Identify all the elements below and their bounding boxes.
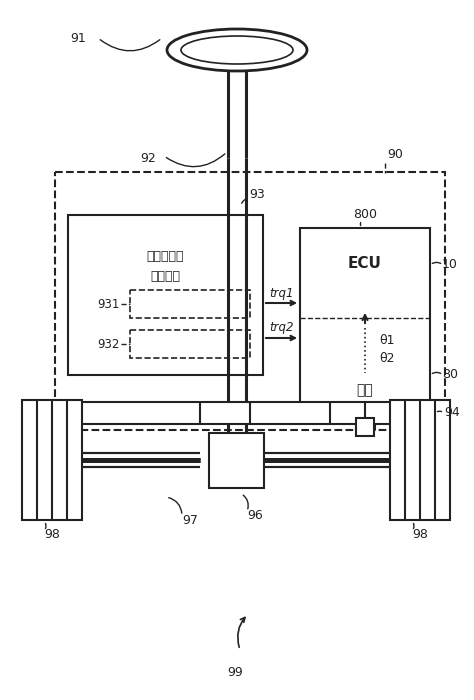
Text: 10: 10 — [442, 258, 458, 272]
Bar — [55, 172, 445, 430]
Ellipse shape — [167, 29, 307, 71]
Text: ECU: ECU — [348, 256, 382, 270]
Text: θ2: θ2 — [379, 351, 394, 365]
Text: trq1: trq1 — [270, 286, 294, 300]
Text: 94: 94 — [444, 407, 460, 419]
Text: 马达: 马达 — [356, 383, 374, 397]
Bar — [300, 228, 430, 418]
Text: 80: 80 — [442, 368, 458, 382]
Text: 转向操纵转: 转向操纵转 — [147, 251, 184, 263]
Text: 96: 96 — [247, 509, 263, 522]
Text: 800: 800 — [353, 209, 377, 221]
Ellipse shape — [181, 36, 293, 64]
Text: 99: 99 — [227, 666, 243, 678]
Text: 矩传感器: 矩传感器 — [151, 270, 181, 284]
Text: 91: 91 — [70, 32, 86, 45]
Text: 92: 92 — [140, 151, 156, 164]
Text: θ1: θ1 — [379, 333, 394, 346]
Bar — [22, 400, 82, 520]
Text: 98: 98 — [44, 528, 60, 542]
Text: trq2: trq2 — [270, 321, 294, 335]
Bar — [356, 418, 374, 436]
Bar — [390, 400, 450, 520]
Bar — [130, 330, 250, 358]
Bar — [80, 402, 435, 424]
Text: 93: 93 — [249, 188, 265, 202]
Text: 98: 98 — [412, 528, 428, 542]
Text: 97: 97 — [182, 514, 198, 526]
Bar — [210, 433, 264, 487]
Text: 90: 90 — [387, 148, 403, 162]
Text: 932: 932 — [97, 337, 119, 351]
Bar — [68, 215, 263, 375]
Bar — [130, 290, 250, 318]
Text: 931: 931 — [97, 298, 119, 311]
